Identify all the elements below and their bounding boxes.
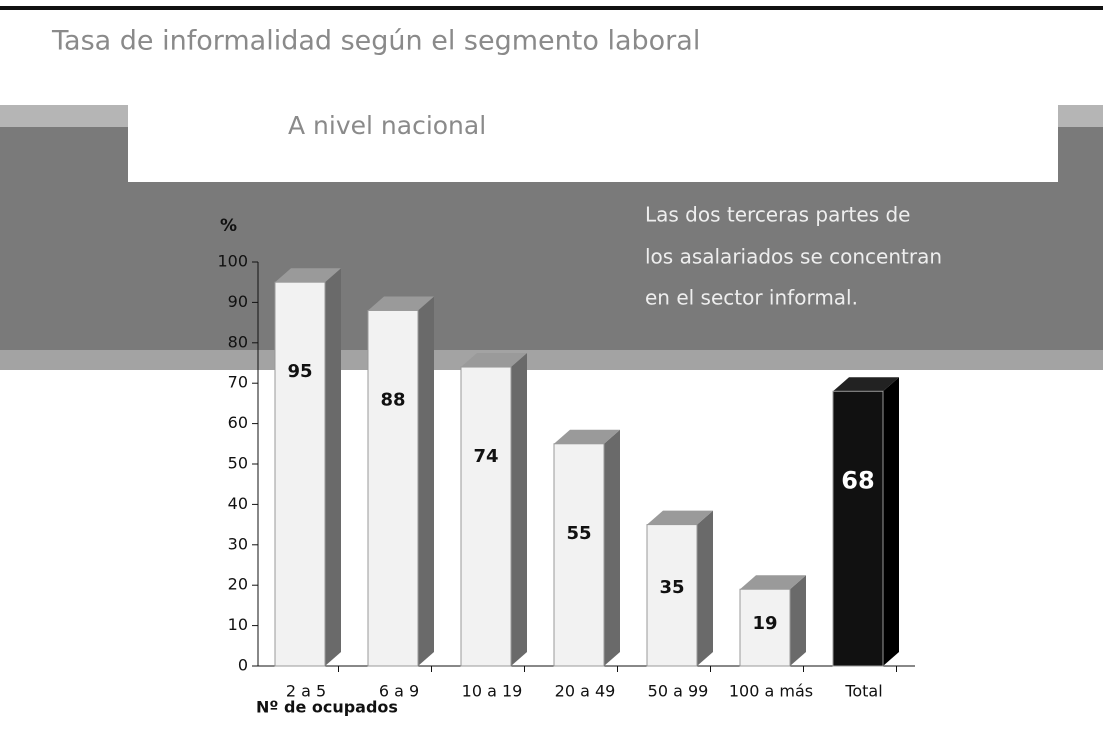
y-tick-label: 30 [228, 534, 248, 553]
y-tick-label: 40 [228, 494, 248, 513]
bar-top [647, 510, 713, 525]
bar-side [511, 353, 527, 666]
bar-top [740, 575, 806, 590]
y-tick-label: 50 [228, 454, 248, 473]
top-rule [0, 6, 1103, 10]
bar [739, 588, 791, 667]
bar-top [275, 268, 341, 283]
annotation: en el sector informal. [645, 286, 858, 310]
y-tick-label: 90 [228, 292, 248, 311]
bar-top [833, 377, 899, 392]
y-axis-label: % [220, 216, 237, 236]
data-label: 88 [380, 389, 405, 410]
bar [274, 281, 326, 667]
bar [460, 366, 512, 667]
x-tick-label: 2 a 5 [286, 682, 326, 701]
y-tick-label: 60 [228, 413, 248, 432]
bar-top [368, 296, 434, 311]
band-strip [0, 350, 1103, 370]
data-label: 55 [566, 523, 591, 544]
x-axis-label: Nº de ocupados [256, 698, 398, 717]
subtitle-box [128, 105, 1058, 182]
chart-subtitle: A nivel nacional [288, 111, 486, 140]
bar-side [790, 575, 806, 666]
y-tick-label: 70 [228, 373, 248, 392]
y-tick-label: 10 [228, 615, 248, 634]
data-label: 19 [752, 613, 777, 634]
bar-top [554, 429, 620, 444]
data-label: 35 [659, 577, 684, 598]
bar [367, 309, 419, 667]
data-label: 74 [473, 446, 498, 467]
y-tick-label: 100 [217, 252, 248, 271]
bar-top [461, 353, 527, 368]
y-tick-label: 0 [238, 656, 248, 675]
x-tick-label: 50 a 99 [648, 682, 709, 701]
bar [832, 390, 884, 667]
bar [646, 524, 698, 667]
x-tick-label: 10 a 19 [462, 682, 523, 701]
x-tick-label: 100 a más [729, 682, 813, 701]
bar-side [418, 296, 434, 666]
annotation: Las dos terceras partes de [645, 203, 910, 227]
data-label: 68 [841, 466, 874, 494]
y-tick-label: 80 [228, 332, 248, 351]
x-tick-label: 20 a 49 [555, 682, 616, 701]
y-tick-label: 20 [228, 575, 248, 594]
bar-side [604, 429, 620, 666]
bar-side [325, 268, 341, 666]
bar-side [883, 377, 899, 666]
bar [553, 443, 605, 667]
chart-title: Tasa de informalidad según el segmento l… [51, 26, 700, 57]
x-tick-label: Total [844, 682, 882, 701]
annotation: los asalariados se concentran [645, 245, 942, 269]
x-tick-label: 6 a 9 [379, 682, 419, 701]
bar-side [697, 510, 713, 666]
data-label: 95 [287, 361, 312, 382]
